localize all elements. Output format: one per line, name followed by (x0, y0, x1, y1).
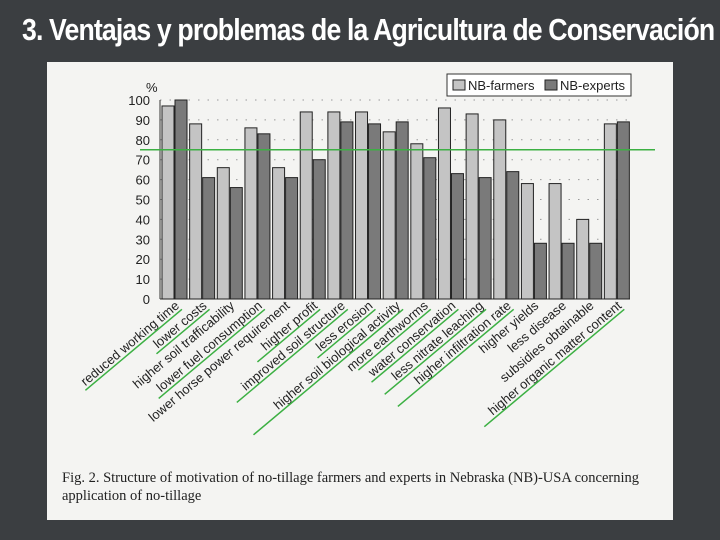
figure-caption: Fig. 2. Structure of motivation of no-ti… (62, 470, 640, 504)
label-underline (384, 308, 487, 395)
bar-nb-farmers (299, 111, 313, 300)
y-tick-label: 10 (136, 272, 150, 287)
label-underline (236, 308, 349, 404)
bar-nb-farmers (410, 143, 424, 300)
bar-nb-experts (340, 121, 354, 300)
y-tick-label: 50 (136, 193, 150, 208)
bar-nb-farmers (576, 218, 590, 300)
bar-nb-experts (202, 177, 216, 300)
bar-nb-farmers (327, 111, 341, 300)
bar-nb-experts (589, 242, 603, 300)
bar-nb-experts (285, 177, 299, 300)
bar-nb-experts (423, 157, 437, 300)
bar-nb-farmers (161, 105, 175, 300)
label-underline (84, 308, 183, 391)
label-underline (397, 308, 515, 408)
bar-nb-experts (506, 171, 520, 300)
bar-nb-experts (478, 177, 492, 300)
bar-nb-farmers (272, 167, 286, 300)
label-underline (371, 308, 459, 383)
label-underline (357, 308, 432, 371)
bar-nb-experts (533, 242, 547, 300)
y-axis-label: % (146, 80, 158, 95)
y-tick-label: 80 (136, 133, 150, 148)
y-tick-label: 0 (143, 292, 150, 307)
bar-nb-experts (229, 187, 243, 300)
legend-swatch (452, 79, 466, 91)
bar-nb-farmers (355, 111, 369, 300)
bar-nb-experts (395, 121, 409, 300)
slide-title: 3. Ventajas y problemas de la Agricultur… (22, 12, 715, 47)
legend-label: NB-experts (560, 78, 626, 93)
bar-nb-experts (450, 173, 464, 300)
bar-nb-experts (368, 123, 382, 300)
bar-nb-farmers (493, 119, 507, 300)
figure-panel: 0 10 20 30 40 50 60 70 80 90 100% reduced working t… (47, 62, 673, 520)
bar-nb-farmers (603, 123, 617, 300)
bar-nb-farmers (216, 167, 230, 300)
y-tick-label: 70 (136, 153, 150, 168)
y-tick-label: 20 (136, 252, 150, 267)
bar-nb-farmers (465, 113, 479, 300)
bar-nb-experts (312, 159, 326, 300)
label-underline (253, 308, 404, 436)
y-tick-label: 30 (136, 232, 150, 247)
y-tick-label: 60 (136, 173, 150, 188)
legend-box (446, 73, 632, 97)
y-tick-label: 100 (128, 93, 150, 108)
bar-nb-farmers (189, 123, 203, 300)
label-underline (256, 308, 321, 363)
bar-nb-farmers (520, 183, 534, 300)
legend-swatch (544, 79, 558, 91)
label-underline (156, 308, 211, 355)
y-tick-label: 40 (136, 212, 150, 227)
y-tick-label: 90 (136, 113, 150, 128)
bar-nb-experts (257, 133, 271, 300)
bar-nb-experts (561, 242, 575, 300)
bar-nb-farmers (382, 131, 396, 300)
label-underline (317, 308, 376, 359)
bar-nb-experts (616, 121, 630, 300)
bar-nb-farmers (244, 127, 258, 300)
label-underline (483, 308, 625, 428)
bar-nb-experts (174, 99, 188, 300)
legend-label: NB-farmers (468, 78, 535, 93)
label-underline (158, 308, 266, 399)
bar-nb-farmers (437, 107, 451, 300)
bar-nb-farmers (548, 183, 562, 300)
